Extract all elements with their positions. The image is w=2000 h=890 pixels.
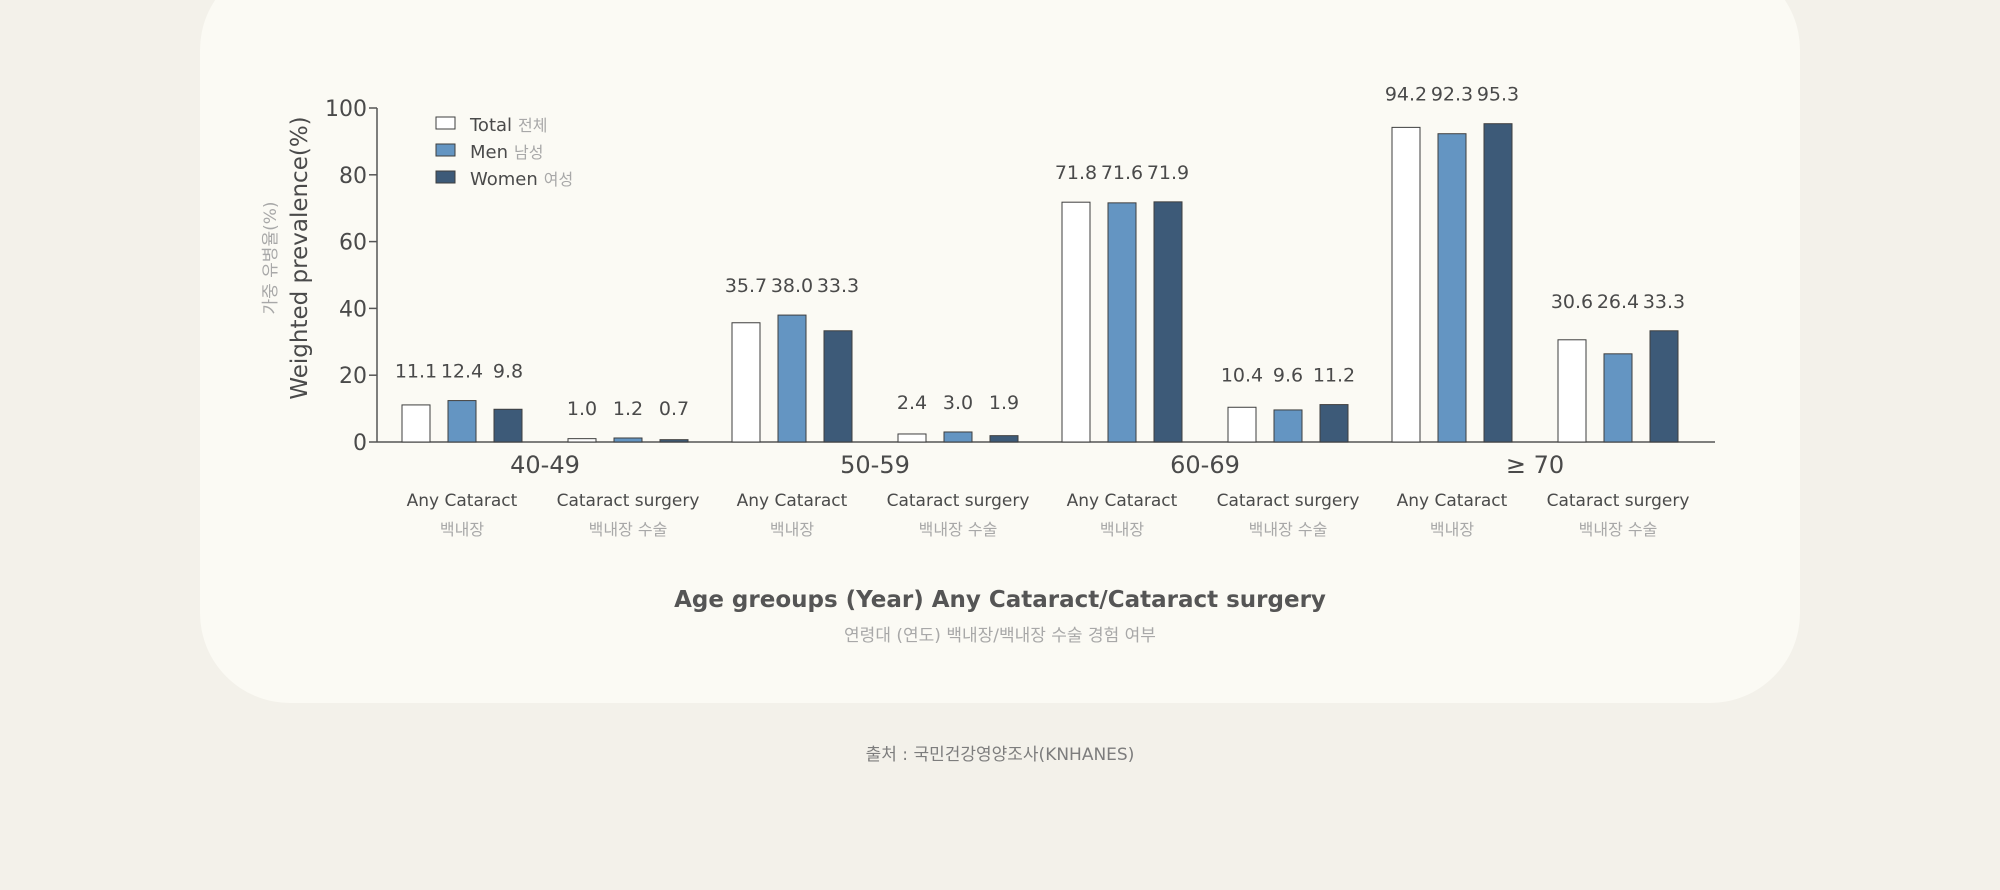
age-group-label: 60-69 (1170, 451, 1240, 479)
y-axis-title: Weighted prevalence(%) (287, 116, 313, 399)
source-note: 출처 : 국민건강영양조사(KNHANES) (865, 745, 1135, 765)
data-label: 10.4 (1221, 365, 1263, 387)
legend-swatch-total (435, 116, 456, 130)
data-label: 94.2 (1385, 84, 1427, 106)
data-label: 9.6 (1273, 365, 1303, 387)
age-group-label: 40-49 (510, 451, 580, 479)
y-tick-label: 80 (339, 164, 367, 189)
bar-total (401, 404, 431, 443)
bar-women (1483, 123, 1513, 443)
data-label: 33.3 (1643, 291, 1685, 313)
subgroup-label: Any Cataract (407, 491, 518, 511)
y-tick-label: 20 (339, 364, 367, 389)
subgroup-label-korean: 백내장 (1430, 520, 1474, 539)
y-tick-label: 40 (339, 297, 367, 322)
subgroup-label-korean: 백내장 수술 (1249, 520, 1328, 539)
bar-total (731, 322, 761, 443)
bar-women (1153, 201, 1183, 443)
data-label: 1.9 (989, 392, 1019, 414)
bar-women (989, 435, 1019, 443)
axes: 0 20 40 60 80 100 (325, 97, 1715, 456)
data-label: 12.4 (441, 361, 483, 383)
data-label: 35.7 (725, 275, 767, 297)
bar-total (1557, 339, 1587, 443)
subgroup-label-korean: 백내장 수술 (589, 520, 668, 539)
age-group-label: 50-59 (840, 451, 910, 479)
bar-total (1061, 201, 1091, 443)
legend-entry: Total 전체 (469, 115, 548, 136)
data-label: 71.6 (1101, 162, 1143, 184)
y-tick-label: 60 (339, 231, 367, 256)
data-label: 9.8 (493, 361, 523, 383)
x-axis-title: Age greoups (Year) Any Cataract/Cataract… (674, 587, 1326, 613)
bar-women (1319, 404, 1349, 443)
subgroup-label: Cataract surgery (887, 491, 1030, 511)
legend-entry: Men 남성 (470, 142, 543, 163)
bar-total (1391, 126, 1421, 443)
bar-women (823, 330, 853, 443)
subgroup-label-korean: 백내장 (1100, 520, 1144, 539)
bar-women (493, 408, 523, 443)
subgroup-label-korean: 백내장 수술 (919, 520, 998, 539)
data-label: 11.2 (1313, 365, 1355, 387)
bar-men (777, 314, 807, 443)
bar-women (659, 439, 689, 443)
legend-entry: Women 여성 (470, 169, 573, 190)
bars (401, 123, 1679, 443)
data-label: 26.4 (1597, 291, 1639, 313)
legend: Total 전체 Men 남성 Women 여성 (435, 115, 573, 190)
labels: 11.1 12.4 9.8 Any Cataract 백내장 1.0 1.2 0.7 Catar… (395, 84, 1690, 539)
subgroup-label: Cataract surgery (1547, 491, 1690, 511)
subgroup-label: Any Cataract (1397, 491, 1508, 511)
bar-men (1107, 202, 1137, 443)
age-group-label: ≥ 70 (1506, 451, 1564, 479)
x-axis-title-korean: 연령대 (연도) 백내장/백내장 수술 경험 여부 (844, 626, 1156, 646)
y-tick-label: 100 (325, 97, 367, 122)
y-axis-title-korean: 가중 유병율(%) (261, 201, 281, 314)
bar-men (1603, 353, 1633, 443)
data-label: 71.9 (1147, 162, 1189, 184)
bar-total (897, 433, 927, 443)
data-label: 2.4 (897, 392, 927, 414)
data-label: 92.3 (1431, 84, 1473, 106)
bar-total (567, 438, 597, 443)
subgroup-label-korean: 백내장 (770, 520, 814, 539)
legend-swatch-women (435, 170, 456, 184)
bar-women (1649, 330, 1679, 443)
data-label: 11.1 (395, 361, 437, 383)
data-label: 0.7 (659, 398, 689, 420)
subgroup-label-korean: 백내장 수술 (1579, 520, 1658, 539)
data-label: 71.8 (1055, 162, 1097, 184)
bar-men (1437, 133, 1467, 443)
data-label: 33.3 (817, 275, 859, 297)
data-label: 95.3 (1477, 84, 1519, 106)
bar-men (1273, 409, 1303, 443)
subgroup-label: Any Cataract (737, 491, 848, 511)
data-label: 1.2 (613, 398, 643, 420)
y-tick-label: 0 (353, 431, 367, 456)
data-label: 3.0 (943, 392, 973, 414)
data-label: 1.0 (567, 398, 597, 420)
data-label: 38.0 (771, 275, 813, 297)
bar-men (447, 400, 477, 443)
legend-swatch-men (435, 143, 456, 157)
bar-men (943, 431, 973, 443)
subgroup-label: Any Cataract (1067, 491, 1178, 511)
subgroup-label-korean: 백내장 (440, 520, 484, 539)
subgroup-label: Cataract surgery (557, 491, 700, 511)
bar-total (1227, 406, 1257, 443)
chart-card (200, 0, 1800, 703)
subgroup-label: Cataract surgery (1217, 491, 1360, 511)
bar-men (613, 437, 643, 443)
data-label: 30.6 (1551, 291, 1593, 313)
